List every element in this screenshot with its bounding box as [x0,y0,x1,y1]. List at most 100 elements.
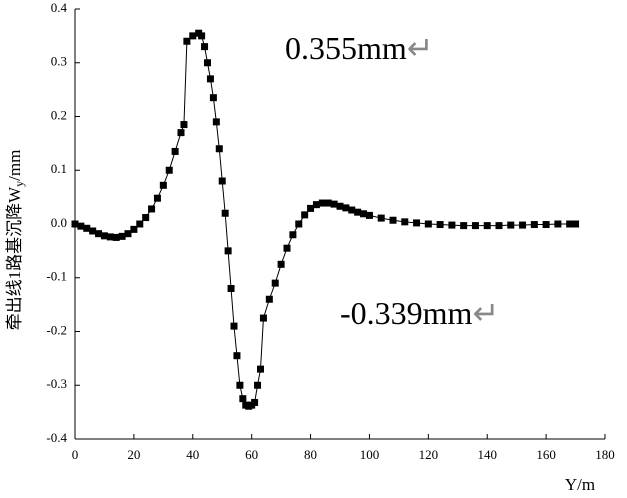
point [389,216,397,224]
annotation: -0.339mm↵ [340,295,499,331]
point [224,247,232,255]
point [519,221,527,229]
x-tick-label: 40 [186,447,199,462]
x-tick-label: 60 [245,447,258,462]
point [180,121,188,129]
y-label-sub: y [12,181,26,187]
point [460,222,468,230]
point [236,381,244,389]
point [148,205,156,213]
annotation: 0.355mm↵ [285,30,434,66]
point [165,166,173,174]
y-label-unit: /mm [5,150,24,181]
point [342,204,350,212]
point [265,295,273,303]
point [206,75,214,83]
point [71,220,79,228]
point [230,322,238,330]
x-tick-label: 140 [477,447,497,462]
point [89,227,97,235]
point [124,230,132,238]
point [251,398,259,406]
point [336,202,344,210]
point [254,381,262,389]
point [227,285,235,292]
point [239,395,247,403]
point [77,222,85,230]
point [259,314,267,322]
point [218,177,226,185]
point [83,224,91,232]
point [106,233,114,241]
x-tick-label: 0 [72,447,79,462]
point [324,199,332,207]
annotation-text: -0.339mm [340,295,473,331]
point [377,214,385,222]
point [318,199,326,207]
point [198,32,206,40]
x-axis-label: Y/m [565,475,595,494]
point [233,352,241,360]
point [360,210,368,218]
point [471,222,479,230]
point [142,214,150,222]
point [495,222,503,230]
y-tick-label: 0.3 [51,54,67,69]
point [177,129,185,137]
x-tick-label: 120 [419,447,439,462]
point [201,43,209,51]
point [413,219,421,227]
point [189,32,197,40]
point [183,37,191,45]
point [271,279,279,287]
x-tick-label: 180 [595,447,615,462]
point [483,222,491,230]
y-tick-label: -0.1 [46,269,67,284]
point [171,147,179,155]
x-tick-label: 80 [304,447,317,462]
x-tick-label: 160 [536,447,556,462]
y-tick-label: -0.2 [46,322,67,337]
point [566,220,574,228]
point [215,145,223,153]
x-tick-label: 100 [360,447,380,462]
point [554,220,562,228]
y-label-text: 牵出线1路基沉降W [5,186,24,330]
point [312,201,320,209]
point [130,225,138,233]
y-axis-label: 牵出线1路基沉降Wy/mm [5,150,26,331]
point [289,231,297,239]
point [307,204,315,212]
point [301,211,309,219]
point [277,260,285,268]
point [100,232,108,240]
point [572,220,580,228]
annotation-mark: ↵ [407,30,434,66]
point [212,118,220,126]
y-tick-label: 0.1 [51,161,67,176]
point [153,194,161,202]
point [95,230,103,238]
point [354,208,362,216]
annotation-mark: ↵ [472,295,499,331]
y-tick-label: 0.0 [51,215,67,230]
point [448,221,456,229]
point [542,221,550,229]
point [507,221,515,229]
point [348,206,356,214]
point [530,221,538,229]
point [401,218,409,226]
y-tick-label: -0.4 [46,430,67,445]
annotation-text: 0.355mm [285,30,407,66]
point [112,233,120,241]
y-tick-label: 0.4 [51,0,68,15]
point [365,211,373,219]
point [330,200,338,208]
point [136,220,144,228]
point [204,59,211,67]
point [159,181,167,189]
y-tick-label: 0.2 [51,107,67,122]
point [221,209,229,217]
x-tick-label: 20 [127,447,140,462]
